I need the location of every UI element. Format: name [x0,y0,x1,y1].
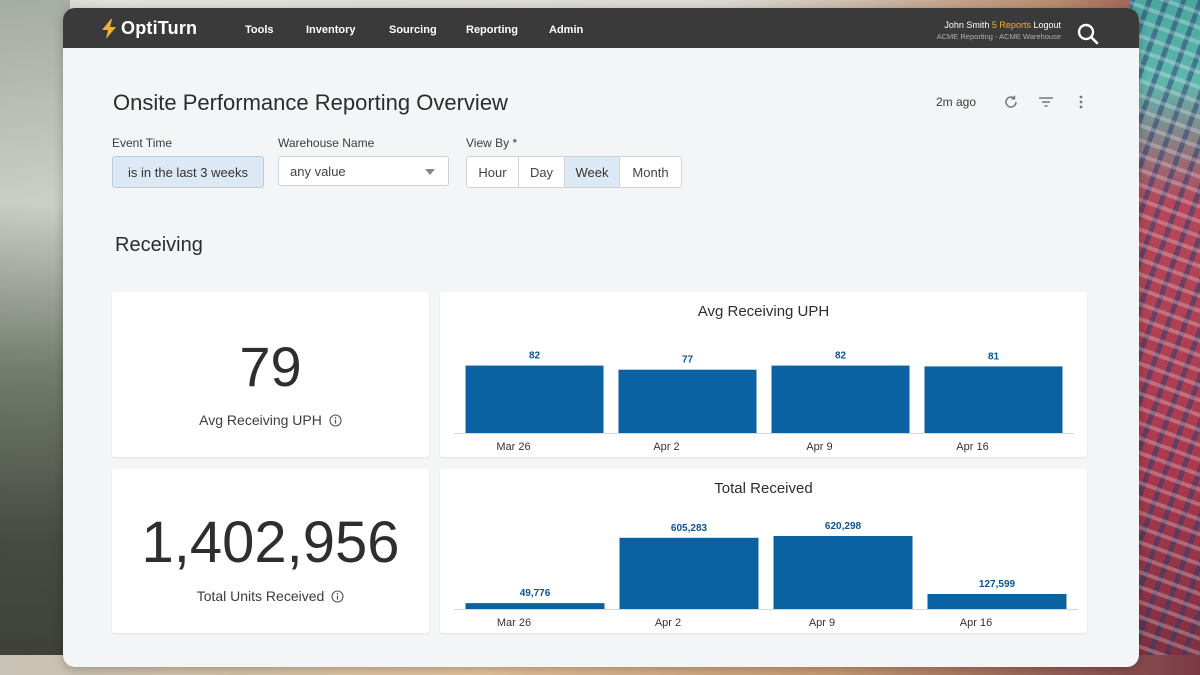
chart-bar[interactable] [924,366,1063,433]
nav-admin[interactable]: Admin [549,24,584,36]
x-tick-label: Mar 26 [496,441,530,453]
x-tick-label: Apr 16 [960,617,992,629]
section-title: Receiving [115,234,203,256]
search-icon[interactable] [1077,23,1099,45]
chart-bar[interactable] [619,537,759,609]
chart-bar[interactable] [618,369,757,433]
bar-data-label: 605,283 [671,523,708,534]
logout-link[interactable]: Logout [1033,20,1061,30]
background-left [0,0,70,675]
event-time-label: Event Time [112,136,173,150]
user-info: John Smith 5 Reports Logout ACME Reporti… [937,20,1061,42]
view-by-day[interactable]: Day [519,157,565,187]
header-tools: 2m ago [936,92,1091,112]
kpi-label: Avg Receiving UPH [112,412,429,428]
bar-data-label: 81 [988,351,1000,362]
avg-uph-bar-chart: 82 Mar 26 77 Apr 2 82 Apr 9 81 Apr 16 [454,351,1074,453]
bar-data-label: 77 [682,355,694,366]
nav-sourcing[interactable]: Sourcing [389,24,437,36]
bar-data-label: 127,599 [979,579,1016,590]
x-tick-label: Apr 2 [653,441,679,453]
event-time-filter[interactable]: is in the last 3 weeks [112,156,264,188]
kpi-card-avg-uph: 79 Avg Receiving UPH [112,292,429,457]
last-updated: 2m ago [935,95,976,109]
chart-card-total-received: Total Received 49,776 Mar 26 605,283 Apr 2 6… [440,469,1087,633]
chart-bar[interactable] [465,603,605,609]
view-by-week[interactable]: Week [565,157,620,187]
info-icon[interactable] [329,413,342,427]
bar-data-label: 82 [529,351,541,362]
kpi-label-text: Total Units Received [196,588,325,604]
chart-title: Total Received [714,480,813,497]
page-title: Onsite Performance Reporting Overview [113,90,508,115]
filter-icon[interactable] [1036,92,1056,112]
kpi-card-total-units: 1,402,956 Total Units Received [112,469,429,633]
x-tick-label: Apr 9 [809,617,835,629]
more-vertical-icon[interactable] [1071,92,1091,112]
x-tick-label: Apr 16 [956,441,988,453]
logo-bolt-icon [102,18,116,39]
chart-bar[interactable] [773,536,913,609]
warehouse-label: Warehouse Name [278,136,375,150]
x-tick-label: Apr 2 [655,617,681,629]
x-tick-label: Apr 9 [806,441,832,453]
chevron-down-icon [425,169,435,175]
chart-bar[interactable] [771,365,910,433]
logo[interactable]: OptiTurn [100,18,197,39]
chart-card-avg-uph: Avg Receiving UPH 82 Mar 26 77 Apr 2 82 Apr 9… [440,292,1087,457]
view-by-label: View By * [466,136,518,150]
user-context: ACME Reporting - ACME Warehouse [936,32,1061,41]
top-bar: OptiTurn Tools Inventory Sourcing Report… [63,8,1139,48]
user-name[interactable]: John Smith [944,20,990,30]
view-by-month[interactable]: Month [632,164,669,180]
bar-data-label: 49,776 [520,588,551,599]
bar-data-label: 82 [835,351,847,362]
nav-tools[interactable]: Tools [245,24,274,36]
view-by-hour[interactable]: Hour [467,157,519,187]
warehouse-select[interactable]: any value [278,156,449,186]
x-tick-label: Mar 26 [497,617,531,629]
nav-reporting[interactable]: Reporting [466,24,518,36]
chart-bar[interactable] [927,593,1067,609]
chart-title: Avg Receiving UPH [697,303,830,320]
app-window: OptiTurn Tools Inventory Sourcing Report… [63,8,1139,667]
warehouse-select-value: any value [290,163,346,179]
kpi-value: 79 [239,335,302,398]
bar-data-label: 620,298 [825,521,862,532]
chart-bar[interactable] [465,365,604,433]
logo-text: OptiTurn [121,18,198,38]
reports-link[interactable]: 5 Reports [991,20,1031,30]
kpi-label-text: Avg Receiving UPH [199,412,322,428]
refresh-icon[interactable] [1001,92,1021,112]
view-by-toggle: Hour Day Week Month [466,156,682,188]
kpi-label: Total Units Received [112,588,429,604]
info-icon[interactable] [331,589,344,603]
nav-inventory[interactable]: Inventory [306,24,356,36]
background-right [1130,0,1200,675]
kpi-value: 1,402,956 [141,510,400,575]
total-received-bar-chart: 49,776 Mar 26 605,283 Apr 2 620,298 Apr 9 127,… [454,521,1078,629]
